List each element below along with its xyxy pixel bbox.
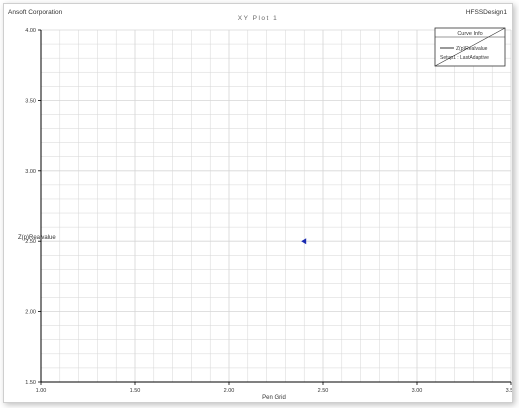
data-point bbox=[301, 238, 307, 245]
x-tick-label: 2.00 bbox=[224, 388, 235, 394]
x-tick-label: 3.00 bbox=[412, 388, 423, 394]
y-tick-label: 3.50 bbox=[25, 98, 36, 104]
chart-title: XY Plot 1 bbox=[238, 15, 278, 22]
legend[interactable]: Curve Info Z(p)Realvalue Setup1 : LastAd… bbox=[434, 27, 506, 67]
x-axis-label: Pen Grid bbox=[262, 395, 286, 401]
x-tick-label: 1.00 bbox=[36, 388, 47, 394]
y-tick-label: 2.00 bbox=[25, 310, 36, 316]
x-tick-label: 1.50 bbox=[130, 388, 141, 394]
legend-title: Curve Info bbox=[457, 31, 482, 37]
x-tick-label: 3.50 bbox=[506, 388, 512, 394]
y-tick-label: 4.00 bbox=[25, 28, 36, 34]
curve-annotation: Z(p)Realvalue bbox=[18, 235, 56, 241]
design-label: HFSSDesign1 bbox=[466, 9, 508, 16]
axes bbox=[38, 29, 512, 385]
xy-plot: Ansoft Corporation XY Plot 1 HFSSDesign1… bbox=[8, 9, 512, 401]
grid bbox=[40, 29, 512, 383]
plot-window: Ansoft Corporation XY Plot 1 HFSSDesign1… bbox=[3, 3, 513, 403]
legend-entry-1: Setup1 : LastAdaptive bbox=[440, 55, 489, 61]
tick-labels: 1.001.502.002.503.003.504.003.503.002.50… bbox=[25, 28, 512, 394]
y-tick-label: 2.50 bbox=[25, 239, 36, 245]
legend-diagonal bbox=[434, 27, 506, 67]
y-tick-label: 3.00 bbox=[25, 169, 36, 175]
x-tick-label: 2.50 bbox=[318, 388, 329, 394]
company-label: Ansoft Corporation bbox=[8, 9, 63, 16]
data-marks bbox=[301, 238, 307, 245]
legend-entry-0: Z(p)Realvalue bbox=[456, 46, 488, 52]
y-tick-label: 1.50 bbox=[25, 380, 36, 386]
